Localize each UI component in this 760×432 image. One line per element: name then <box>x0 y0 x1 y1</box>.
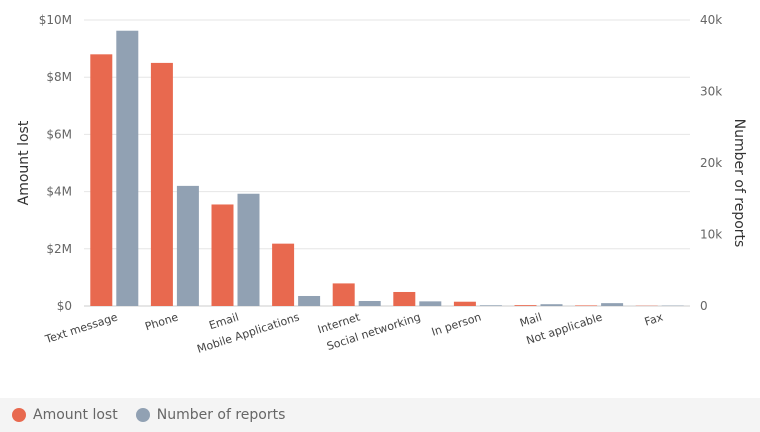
bar-amount-lost <box>332 283 355 306</box>
bar-amount-lost <box>90 54 113 306</box>
x-tick-label: Mobile Applications <box>195 310 301 355</box>
legend-swatch-amount-lost <box>12 408 26 422</box>
legend-label-number-of-reports: Number of reports <box>156 407 286 423</box>
bar-amount-lost <box>150 62 173 307</box>
x-tick-label: Fax <box>643 310 665 328</box>
x-tick-label: Text message <box>43 310 120 346</box>
bar-number-of-reports <box>116 30 139 306</box>
y-tick-label-left: $8M <box>46 70 72 84</box>
legend-item-number-of-reports[interactable]: Number of reports <box>135 407 286 423</box>
bar-number-of-reports <box>479 305 502 306</box>
legend-label-amount-lost: Amount lost <box>33 407 118 423</box>
y-axis-title-left: Amount lost <box>16 120 32 205</box>
y-tick-label-right: 30k <box>700 85 722 99</box>
x-tick-label: Mail <box>518 310 543 329</box>
y-tick-label-left: $4M <box>46 185 72 199</box>
bar-number-of-reports <box>298 295 321 306</box>
bar-number-of-reports <box>176 185 199 306</box>
bar-amount-lost <box>453 301 476 306</box>
bar-amount-lost <box>393 291 416 306</box>
y-tick-label-right: 40k <box>700 13 722 27</box>
y-tick-label-right: 20k <box>700 156 722 170</box>
bar-amount-lost <box>575 305 598 306</box>
y-axis-title-right: Number of reports <box>731 119 747 248</box>
y-tick-label-right: 10k <box>700 228 722 242</box>
chart-area: $0 $2M $4M $6M $8M $10M 0 10k 20k 30k 40k Text mess… <box>16 13 747 356</box>
y-tick-label-left: $10M <box>39 13 72 27</box>
y-tick-label-left: $2M <box>46 242 72 256</box>
bar-amount-lost <box>272 243 295 306</box>
legend: Amount lost Number of reports <box>0 398 760 432</box>
y-tick-label-left: $0 <box>57 299 72 313</box>
bar-number-of-reports <box>358 300 381 306</box>
x-tick-label: Email <box>207 310 240 332</box>
x-tick-label: In person <box>430 310 483 338</box>
x-tick-label: Phone <box>143 310 180 333</box>
bar-number-of-reports <box>237 193 260 306</box>
y-tick-label-left: $6M <box>46 127 72 141</box>
bar-number-of-reports <box>540 304 563 306</box>
legend-item-amount-lost[interactable]: Amount lost <box>12 407 118 423</box>
bar-number-of-reports <box>601 303 624 306</box>
legend-swatch-number-of-reports <box>135 408 150 422</box>
bar-number-of-reports <box>419 301 442 306</box>
bar-amount-lost <box>514 305 537 306</box>
bar-amount-lost <box>211 204 234 306</box>
y-tick-label-right: 0 <box>700 299 708 313</box>
combo-bar-chart: $0 $2M $4M $6M $8M $10M 0 10k 20k 30k 40k Text mess… <box>16 13 747 356</box>
